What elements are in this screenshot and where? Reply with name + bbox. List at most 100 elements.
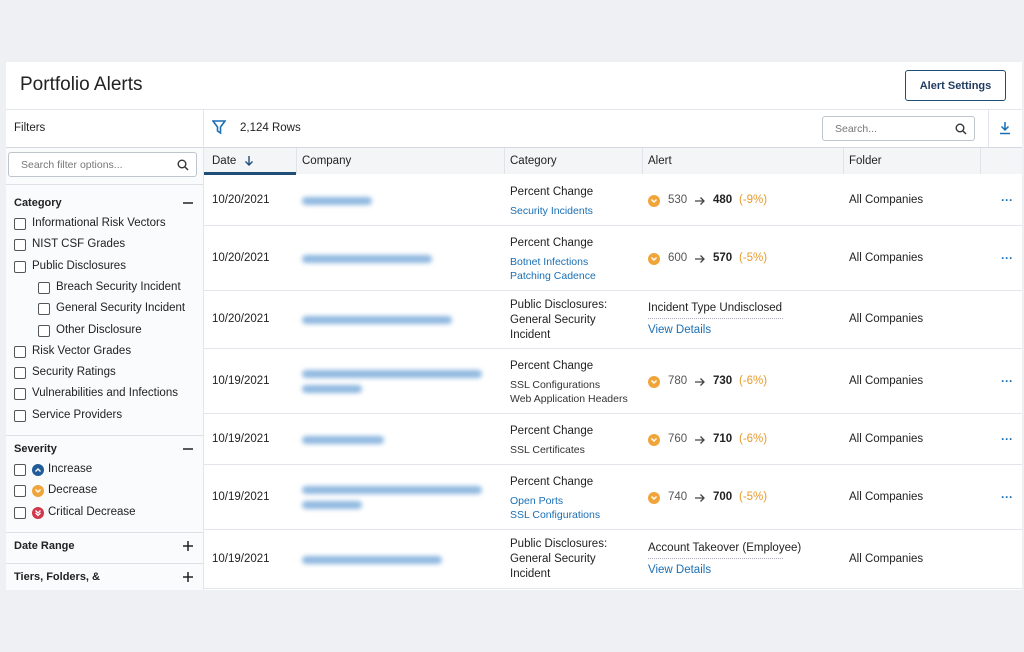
checkbox[interactable]	[14, 485, 26, 498]
category-title: Percent Change	[510, 475, 594, 488]
severity-icon	[32, 485, 44, 498]
score-change: (-5%)	[739, 251, 768, 264]
decrease-icon	[648, 252, 660, 265]
decrease-icon	[648, 491, 660, 504]
filter-option: Public Disclosures	[32, 259, 126, 272]
row-menu[interactable]: ···	[1001, 192, 1013, 207]
checkbox[interactable]	[14, 367, 26, 380]
filter-option: Other Disclosure	[56, 323, 142, 336]
filter-option: NIST CSF Grades	[32, 238, 126, 251]
checkbox[interactable]	[14, 218, 26, 230]
page-title: Portfolio Alerts	[20, 74, 143, 95]
download-icon[interactable]	[999, 121, 1011, 135]
collapse-icon	[183, 448, 193, 450]
category-link: Security Incidents	[510, 204, 593, 217]
checkbox[interactable]	[14, 506, 26, 519]
column-header: Date	[212, 155, 237, 167]
decrease-icon	[648, 194, 660, 207]
checkbox[interactable]	[14, 464, 26, 476]
filters-label: Filters	[14, 122, 46, 134]
category-title: Public Disclosures: General Security Inc…	[510, 538, 608, 580]
previous-score: 530	[668, 193, 688, 206]
company-name-redacted	[302, 384, 362, 393]
checkbox[interactable]	[14, 388, 26, 401]
column-header: Folder	[849, 155, 882, 167]
row-divider	[204, 529, 1022, 530]
row-menu[interactable]: ···	[1001, 431, 1013, 446]
row-menu[interactable]: ···	[1001, 373, 1013, 388]
row-menu[interactable]: ···	[1001, 250, 1013, 265]
new-score: 700	[713, 490, 733, 503]
date-cell: 10/19/2021	[212, 374, 270, 387]
company-name-redacted	[302, 196, 372, 205]
checkbox[interactable]	[38, 281, 50, 294]
new-score: 480	[713, 193, 733, 206]
alerts-card: Portfolio Alerts Alert Settings Filters …	[6, 62, 1022, 590]
section-divider	[6, 531, 203, 533]
checkbox[interactable]	[14, 239, 26, 252]
view-details-link[interactable]: View Details	[648, 324, 712, 336]
sort-indicator	[204, 172, 296, 175]
header-row	[204, 148, 1022, 174]
view-details-link[interactable]: View Details	[648, 563, 712, 576]
sort-icon	[245, 156, 253, 166]
column-divider	[843, 148, 844, 174]
search-placeholder: Search filter options...	[21, 159, 123, 171]
filter-option: Breach Security Incident	[56, 280, 181, 293]
severity-icon	[32, 506, 44, 519]
category-link: SSL Configurations	[510, 508, 601, 521]
category-title: Percent Change	[510, 424, 594, 437]
section-divider	[6, 562, 203, 564]
divider	[6, 147, 1022, 148]
column-header: Category	[510, 155, 557, 167]
checkbox[interactable]	[14, 345, 26, 358]
row-divider	[204, 348, 1022, 349]
checkbox[interactable]	[14, 409, 26, 422]
filter-search[interactable]: Search filter options...	[8, 152, 197, 177]
date-cell: 10/20/2021	[212, 193, 270, 206]
table-search[interactable]: Search...	[822, 116, 975, 141]
decrease-icon	[648, 375, 660, 388]
category-item: SSL Certificates	[510, 443, 585, 456]
checkbox[interactable]	[38, 303, 50, 316]
category-link: Open Ports	[510, 494, 564, 507]
filter-option: Critical Decrease	[48, 505, 136, 518]
category-item: SSL Configurations	[510, 378, 601, 391]
score-change: (-9%)	[739, 193, 768, 206]
section-title: Tiers, Folders, &	[14, 570, 100, 583]
new-score: 710	[713, 432, 733, 445]
filter-option: Service Providers	[32, 408, 123, 421]
search-placeholder: Search...	[835, 123, 878, 135]
new-score: 730	[713, 374, 733, 387]
filter-option: Risk Vector Grades	[32, 344, 132, 357]
category-title: Percent Change	[510, 236, 594, 249]
company-name-redacted	[302, 316, 452, 324]
score-change: (-6%)	[739, 374, 768, 387]
divider	[6, 109, 1022, 110]
column-divider	[504, 148, 505, 174]
column-divider	[980, 148, 981, 174]
row-menu[interactable]: ···	[1001, 489, 1013, 504]
filter-option: Security Ratings	[32, 366, 116, 379]
filter-option: Decrease	[48, 484, 98, 497]
date-cell: 10/20/2021	[212, 251, 270, 264]
date-cell: 10/19/2021	[212, 552, 270, 565]
previous-score: 740	[668, 490, 688, 503]
column-header: Alert	[648, 155, 672, 167]
checkbox[interactable]	[38, 324, 50, 337]
decrease-icon	[648, 433, 660, 446]
filter-icon[interactable]	[212, 119, 226, 135]
row-divider	[204, 588, 1022, 589]
filter-option: Informational Risk Vectors	[32, 217, 166, 229]
checkbox[interactable]	[14, 260, 26, 273]
new-score: 570	[713, 251, 733, 264]
score-change: (-5%)	[739, 490, 768, 503]
category-link: Botnet Infections	[510, 255, 589, 268]
filter-option: General Security Incident	[56, 302, 186, 315]
category-title: Percent Change	[510, 185, 594, 198]
arrow-icon	[695, 493, 705, 502]
column-header: Company	[302, 155, 352, 167]
section-divider	[6, 435, 203, 436]
alert-settings-button[interactable]: Alert Settings	[905, 70, 1006, 101]
company-name-redacted	[302, 435, 384, 444]
